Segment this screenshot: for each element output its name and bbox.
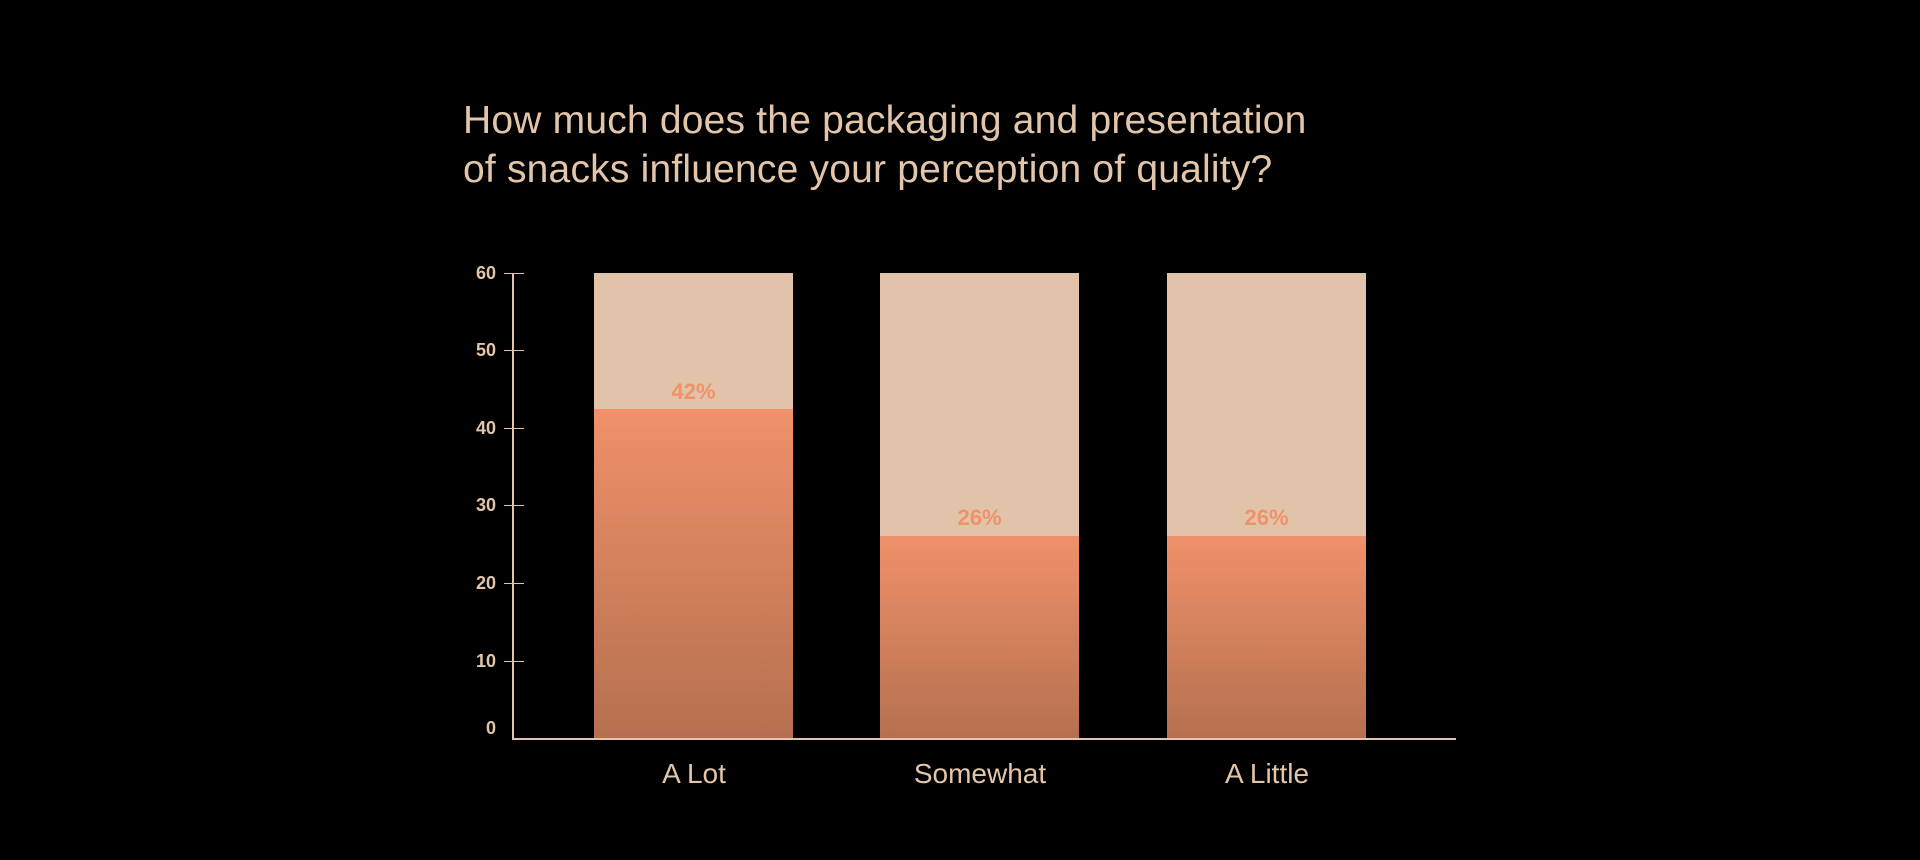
y-tick-20: [504, 583, 524, 584]
y-tick-50: [504, 350, 524, 351]
y-tick-label-10: 10: [475, 651, 496, 671]
bar-fill-somewhat: [880, 536, 1079, 738]
chart-title-line-1: How much does the packaging and presenta…: [463, 99, 1307, 142]
y-tick-label-0: 0: [485, 718, 496, 738]
y-tick-label-50: 50: [475, 340, 496, 360]
bar-a-lot: 42%: [594, 273, 793, 738]
bar-value-label: 26%: [957, 505, 1002, 530]
y-tick-40: [504, 428, 524, 429]
y-tick-30: [504, 505, 524, 506]
y-tick-label-20: 20: [475, 573, 496, 593]
bar-somewhat: 26%: [880, 273, 1079, 738]
chart-title: How much does the packaging and presenta…: [463, 96, 1473, 194]
chart-title-line-2: of snacks influence your perception of q…: [463, 148, 1273, 191]
x-axis-line: [512, 738, 1456, 740]
bar-fill-a-little: [1167, 536, 1366, 738]
x-label-a-lot: A Lot: [662, 758, 726, 789]
bar-fill-a-lot: [594, 409, 793, 738]
y-tick-label-30: 30: [475, 495, 496, 515]
x-label-somewhat: Somewhat: [913, 758, 1047, 789]
bar-a-little: 26%: [1167, 273, 1366, 738]
bar-value-label: 42%: [671, 379, 716, 404]
y-tick-label-40: 40: [475, 418, 496, 438]
y-tick-60: [504, 273, 524, 274]
y-tick-10: [504, 661, 524, 662]
x-label-a-little: A Little: [1224, 758, 1310, 789]
bar-value-label: 26%: [1244, 505, 1289, 530]
y-axis-line: [512, 273, 514, 740]
y-tick-label-60: 60: [475, 263, 496, 283]
